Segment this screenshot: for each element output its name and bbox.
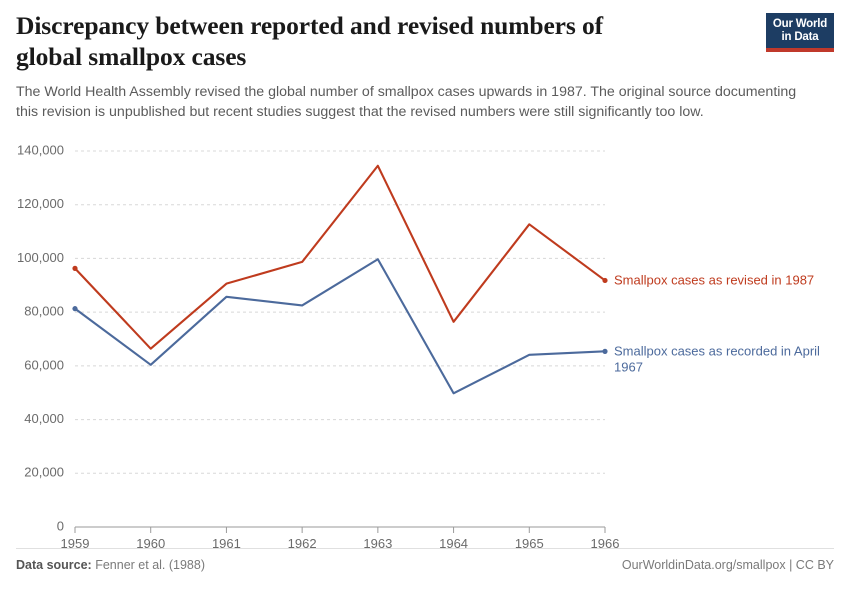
data-source-value: Fenner et al. (1988) [95, 558, 206, 572]
y-axis-tick-label: 100,000 [17, 250, 64, 265]
series-labels-group: Smallpox cases as revised in 1987 Smallpo… [614, 272, 820, 374]
x-axis-tick-label: 1962 [288, 536, 317, 551]
chart-area[interactable]: 0 20,000 40,000 60,000 80,000 100,000 120,000 1… [0, 132, 850, 552]
series-line-revised[interactable] [73, 164, 607, 350]
chart-subtitle: The World Health Assembly revised the gl… [16, 84, 797, 121]
series-group[interactable] [72, 164, 608, 395]
x-axis-tick-label: 1964 [439, 536, 468, 551]
x-axis-tick-label: 1966 [591, 536, 620, 551]
logo-line-2: in Data [781, 30, 819, 43]
y-axis-tick-label: 0 [57, 518, 64, 533]
chart-footer: Data source: Fenner et al. (1988) OurWor… [16, 548, 834, 588]
y-axis-tick-label: 140,000 [17, 142, 64, 157]
y-axis-tick-label: 80,000 [24, 304, 64, 319]
x-axis-tick-label: 1963 [363, 536, 392, 551]
x-axis-tick-label: 1965 [515, 536, 544, 551]
series-label-revised: Smallpox cases as revised in 1987 [614, 272, 814, 287]
series-line-recorded[interactable] [73, 258, 607, 395]
x-axis-tick-label: 1959 [61, 536, 90, 551]
axes-group [74, 526, 606, 533]
series-label-recorded: Smallpox cases as recorded in April 1967 [614, 343, 820, 374]
line-chart-svg[interactable]: 0 20,000 40,000 60,000 80,000 100,000 120,000 1… [0, 132, 850, 552]
gridlines-group [75, 150, 605, 474]
y-axis-tick-label: 40,000 [24, 411, 64, 426]
data-source-label: Data source: [16, 558, 92, 572]
y-axis-labels-group: 0 20,000 40,000 60,000 80,000 100,000 120,000 1… [17, 142, 64, 533]
x-axis-labels-group: 1959 1960 1961 1962 1963 1964 1965 1966 [61, 536, 620, 551]
attribution-link[interactable]: OurWorldinData.org/smallpox | CC BY [621, 558, 834, 572]
x-axis-tick-label: 1960 [136, 536, 165, 551]
page-title: Discrepancy between reported and revised… [16, 11, 604, 72]
y-axis-tick-label: 20,000 [24, 465, 64, 480]
y-axis-tick-label: 60,000 [24, 357, 64, 372]
series-endpoint-marker [72, 306, 78, 312]
series-endpoint-marker [72, 265, 78, 271]
series-endpoint-marker [602, 277, 608, 284]
x-axis-tick-label: 1961 [212, 536, 241, 551]
series-endpoint-marker [602, 348, 608, 354]
data-source: Data source: Fenner et al. (1988) [16, 558, 205, 572]
owid-logo[interactable]: Our World in Data [766, 13, 834, 52]
y-axis-tick-label: 120,000 [17, 196, 64, 211]
chart-header: Discrepancy between reported and revised… [16, 10, 834, 130]
logo-line-1: Our World [772, 18, 828, 30]
